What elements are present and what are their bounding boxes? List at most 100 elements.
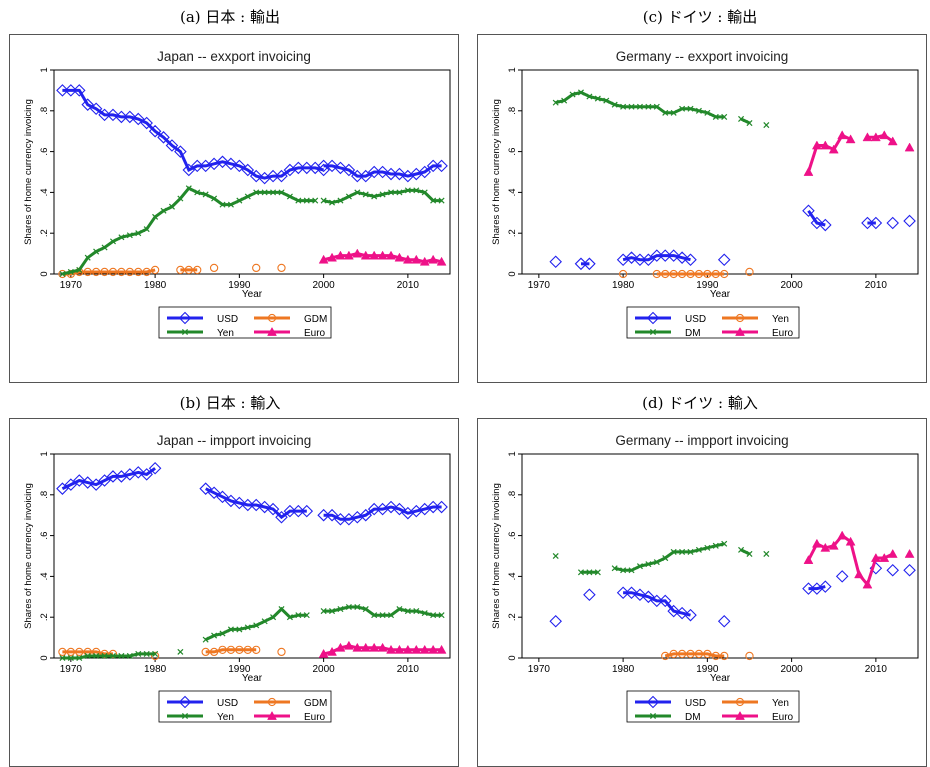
- legend-item: GDM: [254, 697, 327, 709]
- y-tick-label: .2: [507, 229, 518, 237]
- data-point: [249, 169, 263, 183]
- legend-label: USD: [217, 698, 238, 709]
- data-point: [720, 269, 729, 279]
- data-point: [402, 644, 413, 654]
- data-point: [667, 604, 680, 618]
- data-point: [835, 570, 849, 583]
- y-tick-label: 1: [507, 67, 518, 72]
- legend-item: USD: [167, 311, 238, 325]
- data-point: [703, 269, 712, 279]
- data-point: [820, 140, 831, 150]
- data-point: [135, 230, 142, 237]
- legend-item: Euro: [722, 326, 794, 339]
- data-point: [359, 508, 373, 522]
- data-point: [421, 610, 428, 617]
- data-point: [679, 548, 686, 555]
- data-point: [549, 615, 562, 628]
- data-point: [684, 253, 697, 266]
- x-axis-label: Year: [710, 289, 731, 300]
- data-point: [64, 84, 78, 97]
- data-point: [106, 470, 120, 483]
- legend-swatch-marker: [178, 695, 192, 709]
- data-point: [84, 652, 91, 659]
- legend-swatch-marker: [267, 326, 277, 336]
- data-point: [131, 466, 145, 479]
- y-tick-label: .2: [39, 229, 50, 237]
- data-point: [862, 132, 873, 142]
- x-tick-label: 1980: [612, 280, 635, 291]
- data-point: [703, 649, 712, 659]
- data-point: [717, 615, 731, 628]
- legend-item: DM: [635, 712, 701, 723]
- y-tick-label: .8: [507, 491, 518, 499]
- data-point: [845, 134, 856, 144]
- data-point: [738, 546, 745, 553]
- x-tick-label: 2000: [312, 664, 335, 675]
- data-point: [721, 113, 728, 120]
- data-point: [717, 253, 731, 266]
- data-point: [190, 159, 204, 173]
- y-tick-label: 1: [507, 451, 518, 456]
- data-point: [803, 166, 814, 176]
- data-point: [371, 612, 378, 619]
- data-point: [140, 468, 153, 481]
- data-point: [337, 606, 344, 613]
- data-point: [199, 482, 212, 495]
- x-axis-label: Year: [242, 289, 263, 300]
- series-usd: [56, 84, 448, 185]
- data-point: [126, 232, 133, 239]
- data-point: [320, 197, 327, 204]
- data-point: [233, 159, 246, 173]
- caption-d: (d) ドイツ : 輸入: [642, 394, 758, 412]
- data-point: [100, 267, 109, 277]
- chart-b: Japan -- impport invoicing 0 .2 .4 .6 .8 1 1970…: [9, 418, 459, 767]
- data-point: [670, 109, 677, 116]
- data-point: [303, 612, 310, 619]
- data-point: [386, 644, 396, 654]
- legend: USD GDM Yen Euro: [158, 306, 332, 339]
- data-point: [720, 651, 729, 661]
- data-point: [435, 500, 448, 514]
- series-line: [622, 254, 691, 262]
- series-line: [623, 591, 691, 617]
- data-point: [811, 140, 822, 150]
- data-point: [904, 142, 915, 152]
- legend-item: GDM: [254, 313, 327, 325]
- data-point: [569, 91, 576, 98]
- data-point: [218, 645, 227, 654]
- y-tick-label: .4: [39, 572, 50, 580]
- data-point: [241, 163, 255, 177]
- chart-panel-c: Germany -- exxport invoicing 0 .2 .4 .6 .8 1 19…: [477, 34, 927, 383]
- data-point: [152, 213, 159, 220]
- data-point: [362, 191, 369, 198]
- data-point: [574, 257, 588, 271]
- data-point: [278, 189, 285, 196]
- data-point: [266, 502, 280, 516]
- data-point: [126, 652, 133, 659]
- series-yen: [618, 267, 754, 279]
- data-point: [235, 645, 244, 654]
- data-point: [224, 157, 238, 171]
- data-point: [869, 216, 883, 230]
- data-point: [435, 159, 448, 173]
- y-tick-label: .4: [507, 188, 518, 196]
- data-point: [98, 108, 111, 122]
- series-usd: [549, 561, 916, 628]
- data-point: [84, 254, 91, 261]
- chart-panel-a: Japan -- exxport invoicing 0 .2 .4 .6 .8 1 1970…: [9, 34, 459, 383]
- data-point: [583, 588, 596, 602]
- legend-label: Yen: [772, 314, 789, 325]
- data-point: [83, 267, 92, 277]
- legend: USD Yen DM Euro: [626, 690, 800, 723]
- data-point: [91, 267, 101, 277]
- data-point: [650, 594, 664, 608]
- data-point: [686, 269, 695, 279]
- data-point: [93, 652, 100, 659]
- data-point: [150, 265, 160, 275]
- series-dm: [552, 89, 770, 129]
- data-point: [224, 494, 238, 508]
- data-point: [828, 540, 839, 550]
- data-point: [292, 161, 305, 175]
- data-point: [362, 606, 369, 613]
- y-tick-label: .2: [39, 613, 50, 621]
